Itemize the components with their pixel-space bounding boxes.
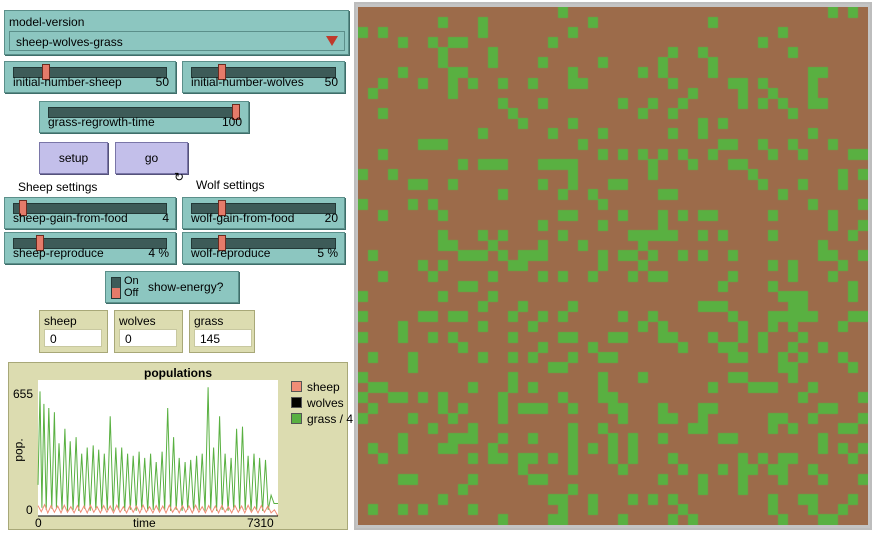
switch-on-label: On [124, 275, 139, 287]
slider-label: grass-regrowth-time [48, 115, 155, 129]
slider-handle[interactable] [218, 200, 227, 216]
monitor-value: 0 [44, 329, 102, 347]
switch-knob [112, 288, 120, 298]
sheep-reproduce-slider[interactable]: sheep-reproduce 4 % [4, 232, 176, 264]
x-axis-label: time [133, 516, 156, 530]
switch-off-label: Off [124, 287, 139, 299]
go-button[interactable]: go ↻ [115, 142, 188, 183]
monitor-label: wolves [119, 314, 156, 328]
initial-number-sheep-slider[interactable]: initial-number-sheep 50 [4, 61, 176, 93]
wolf-reproduce-slider[interactable]: wolf-reproduce 5 % [182, 232, 345, 264]
monitor-label: grass [194, 314, 224, 328]
legend-text: grass / 4 [307, 412, 354, 426]
slider-label: initial-number-sheep [13, 75, 122, 89]
switch-label: show-energy? [148, 280, 224, 294]
chooser-label: model-version [9, 15, 85, 29]
world-canvas[interactable] [358, 7, 868, 525]
populations-plot: populations 655 0 pop. 0 time 7310 sheep… [8, 362, 353, 530]
slider-value: 50 [324, 75, 338, 89]
world-view[interactable] [354, 2, 872, 530]
slider-track[interactable] [191, 238, 336, 249]
sheep-settings-heading: Sheep settings [18, 180, 98, 194]
slider-value: 4 % [148, 246, 169, 260]
slider-handle[interactable] [18, 200, 27, 216]
legend-text: wolves [307, 396, 344, 410]
dropdown-arrow-icon [326, 36, 338, 46]
slider-track[interactable] [191, 203, 336, 214]
slider-label: wolf-reproduce [191, 246, 271, 260]
slider-handle[interactable] [218, 64, 227, 80]
monitor-label: sheep [44, 314, 77, 328]
wolf-gain-from-food-slider[interactable]: wolf-gain-from-food 20 [182, 197, 345, 229]
series-line-grass- [37, 387, 278, 511]
monitor-value: 0 [119, 329, 177, 347]
x-max-label: 7310 [247, 516, 274, 530]
legend-text: sheep [307, 380, 340, 394]
plot-area [37, 380, 279, 517]
chooser-select[interactable]: sheep-wolves-grass [9, 31, 345, 51]
y-min-label: 0 [26, 503, 33, 517]
grass-regrowth-time-slider[interactable]: grass-regrowth-time 100 [39, 101, 249, 133]
legend-swatch [291, 397, 302, 408]
initial-number-wolves-slider[interactable]: initial-number-wolves 50 [182, 61, 345, 93]
sheep-gain-from-food-slider[interactable]: sheep-gain-from-food 4 [4, 197, 176, 229]
setup-button[interactable]: setup [39, 142, 108, 174]
slider-value: 5 % [317, 246, 338, 260]
x-min-label: 0 [35, 516, 42, 530]
y-max-label: 655 [13, 387, 34, 401]
model-version-chooser[interactable]: model-version sheep-wolves-grass [4, 10, 349, 55]
slider-handle[interactable] [36, 235, 45, 251]
slider-label: sheep-reproduce [13, 246, 104, 260]
slider-value: 20 [324, 211, 338, 225]
go-button-label: go [144, 151, 159, 165]
grass-monitor: grass 145 [189, 310, 255, 353]
slider-handle[interactable] [232, 104, 240, 120]
legend-swatch [291, 413, 302, 424]
slider-label: sheep-gain-from-food [13, 211, 128, 225]
slider-value: 50 [155, 75, 169, 89]
monitor-value: 145 [194, 329, 252, 347]
slider-value: 4 [162, 211, 169, 225]
switch-toggle[interactable] [111, 277, 121, 299]
slider-handle[interactable] [42, 64, 51, 80]
show-energy-switch[interactable]: On Off show-energy? [105, 271, 239, 303]
slider-handle[interactable] [218, 235, 227, 251]
slider-track[interactable] [191, 67, 336, 78]
slider-value: 100 [221, 115, 242, 129]
plot-title: populations [144, 366, 212, 380]
series-line-sheep [37, 503, 279, 517]
setup-button-label: setup [58, 151, 89, 165]
slider-label: initial-number-wolves [191, 75, 304, 89]
forever-icon: ↻ [173, 170, 184, 184]
slider-track[interactable] [13, 67, 167, 78]
sheep-monitor: sheep 0 [39, 310, 108, 353]
wolf-settings-heading: Wolf settings [196, 178, 265, 192]
slider-track[interactable] [13, 238, 167, 249]
wolves-monitor: wolves 0 [114, 310, 183, 353]
slider-label: wolf-gain-from-food [191, 211, 295, 225]
y-axis-label: pop. [11, 438, 26, 462]
legend-swatch [291, 381, 302, 392]
slider-track[interactable] [13, 203, 167, 214]
chooser-value: sheep-wolves-grass [16, 35, 123, 49]
